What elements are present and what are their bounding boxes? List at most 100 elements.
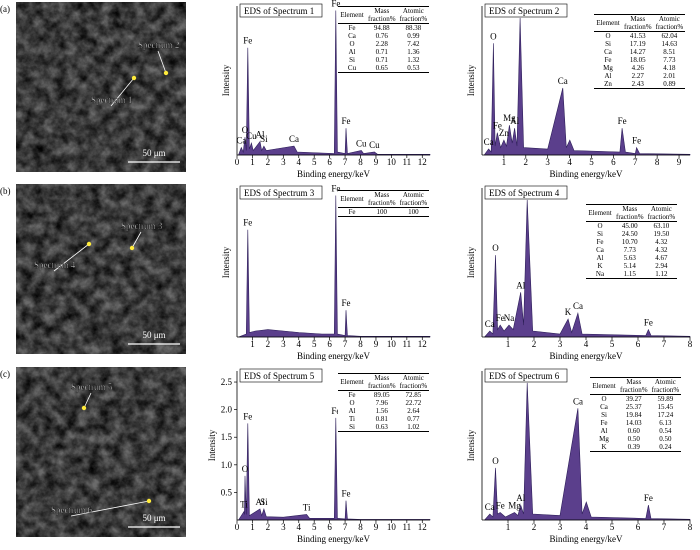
table-cell: Na	[595, 270, 605, 278]
table-row: Fe 94.88 88.38	[338, 24, 429, 33]
spectrum	[237, 417, 431, 521]
x-tick-label: 3	[558, 522, 563, 532]
table-header: Mass fraction%	[366, 190, 398, 208]
table-header: Atomic fraction%	[649, 377, 682, 395]
peak-label: Al	[256, 497, 265, 507]
x-axis-label: Binding energy/keV	[297, 534, 371, 544]
table-header: Atomic fraction%	[397, 6, 430, 24]
x-axis-label: Binding energy/keV	[549, 534, 623, 544]
peak-label: Si	[260, 497, 268, 507]
x-tick-label: 2	[266, 157, 271, 167]
x-tick-label: 8	[688, 522, 693, 532]
table-row: Ca 25.37 15.45	[590, 403, 681, 411]
peak-label: Fe	[331, 406, 340, 416]
table-cell: 14.03	[625, 419, 642, 427]
table-row: Fe 14.03 6.13	[590, 419, 681, 427]
table-row: Zn 2.43 0.89	[594, 80, 685, 89]
table-cell: Al	[600, 427, 608, 435]
chart-title: EDS of Spectrum 5	[244, 371, 315, 381]
x-tick-label: 6	[327, 157, 332, 167]
peak-label: Ca	[485, 319, 495, 329]
spectrum-marker	[81, 405, 87, 411]
table-cell: 0.89	[663, 80, 676, 88]
table-cell: 19.50	[653, 230, 670, 238]
x-axis-label: Binding energy/keV	[297, 169, 371, 179]
x-tick-label: 1	[502, 157, 507, 167]
x-tick-label: 8	[655, 157, 660, 167]
table-cell: 1.56	[375, 407, 388, 415]
table-cell: 1.32	[407, 56, 420, 64]
table-row: O 2.28 7.42	[338, 40, 429, 48]
scale-label: 50 μm	[142, 148, 165, 158]
marker-leader	[131, 231, 142, 249]
table-header: Element	[590, 377, 618, 395]
table-row: Mg 0.50 0.50	[590, 435, 681, 443]
x-tick-label: 6	[611, 157, 616, 167]
marker-leader	[157, 50, 167, 74]
table-cell: 1.15	[623, 270, 636, 278]
table-cell: 2.27	[631, 72, 644, 80]
marker-label: Spectrum 4	[34, 260, 76, 270]
x-tick-label: 3	[281, 157, 286, 167]
table-cell: 4.18	[663, 64, 676, 72]
x-tick-label: 10	[387, 339, 397, 349]
peak-label: Zn	[499, 128, 509, 138]
table-cell: 72.85	[405, 391, 422, 399]
x-tick-label: 12	[418, 339, 427, 349]
y-axis-label: Intensity	[466, 429, 476, 461]
table-row: Si 0.71 1.32	[338, 56, 429, 64]
table-cell: 1.12	[655, 270, 668, 278]
table-cell: 22.72	[405, 399, 422, 407]
table-row: Al 2.27 2.01	[594, 72, 685, 80]
peak-label: O	[492, 243, 499, 253]
table-cell: 62.04	[661, 32, 678, 40]
table-cell: Si	[349, 423, 355, 431]
peak-label: Fe	[644, 493, 653, 503]
chart-title: EDS of Spectrum 2	[489, 6, 559, 16]
sem-texture	[16, 184, 186, 354]
table-cell: Fe	[348, 208, 356, 216]
marker-label: Spectrum 3	[121, 221, 163, 231]
peak-label: Ca	[573, 396, 583, 406]
table-cell: Al	[604, 72, 612, 80]
peak-label: O	[242, 125, 249, 135]
x-tick-label: 8	[358, 522, 363, 532]
table-cell: 8.51	[663, 48, 676, 56]
x-tick-label: 7	[343, 157, 348, 167]
table-cell: 2.28	[375, 40, 388, 48]
composition-table: Element Mass fraction% Atomic fraction% O 39…	[590, 377, 682, 452]
x-tick-label: 11	[403, 522, 412, 532]
table-cell: 45.00	[621, 222, 638, 230]
table-cell: 17.19	[629, 40, 646, 48]
x-tick-label: 8	[358, 157, 363, 167]
peak-label: Fe	[496, 501, 505, 511]
table-cell: Fe	[600, 419, 608, 427]
table-header-row: Element Mass fraction% Atomic fraction%	[338, 190, 430, 208]
table-cell: Fe	[348, 391, 356, 399]
y-tick-label: 0.5	[221, 487, 233, 497]
x-tick-label: 1	[250, 157, 255, 167]
table-cell: 4.26	[631, 64, 644, 72]
table-cell: 7.73	[663, 56, 676, 64]
table-row: O 7.96 22.72	[338, 399, 429, 407]
y-axis-label: Intensity	[221, 246, 231, 278]
peak-label: O	[242, 464, 249, 474]
x-tick-label: 1	[506, 339, 511, 349]
spectrum-marker	[163, 70, 169, 76]
marker-label: Spectrum 6	[51, 505, 93, 515]
x-tick-label: 5	[589, 157, 594, 167]
table-cell: Fe	[604, 56, 612, 64]
x-tick-label: 1	[250, 339, 255, 349]
title-box	[484, 185, 568, 200]
x-tick-label: 4	[584, 339, 589, 349]
table-cell: Zn	[604, 80, 612, 88]
table-cell: Fe	[596, 238, 604, 246]
table-header-row: Element Mass fraction% Atomic fraction%	[338, 373, 430, 391]
table-cell: O	[349, 40, 355, 48]
table-cell: 7.73	[623, 246, 636, 254]
table-cell: 39.27	[625, 395, 642, 403]
x-tick-label: 5	[312, 522, 317, 532]
x-tick-label: 5	[312, 157, 317, 167]
table-row: Fe 89.05 72.85	[338, 391, 429, 400]
